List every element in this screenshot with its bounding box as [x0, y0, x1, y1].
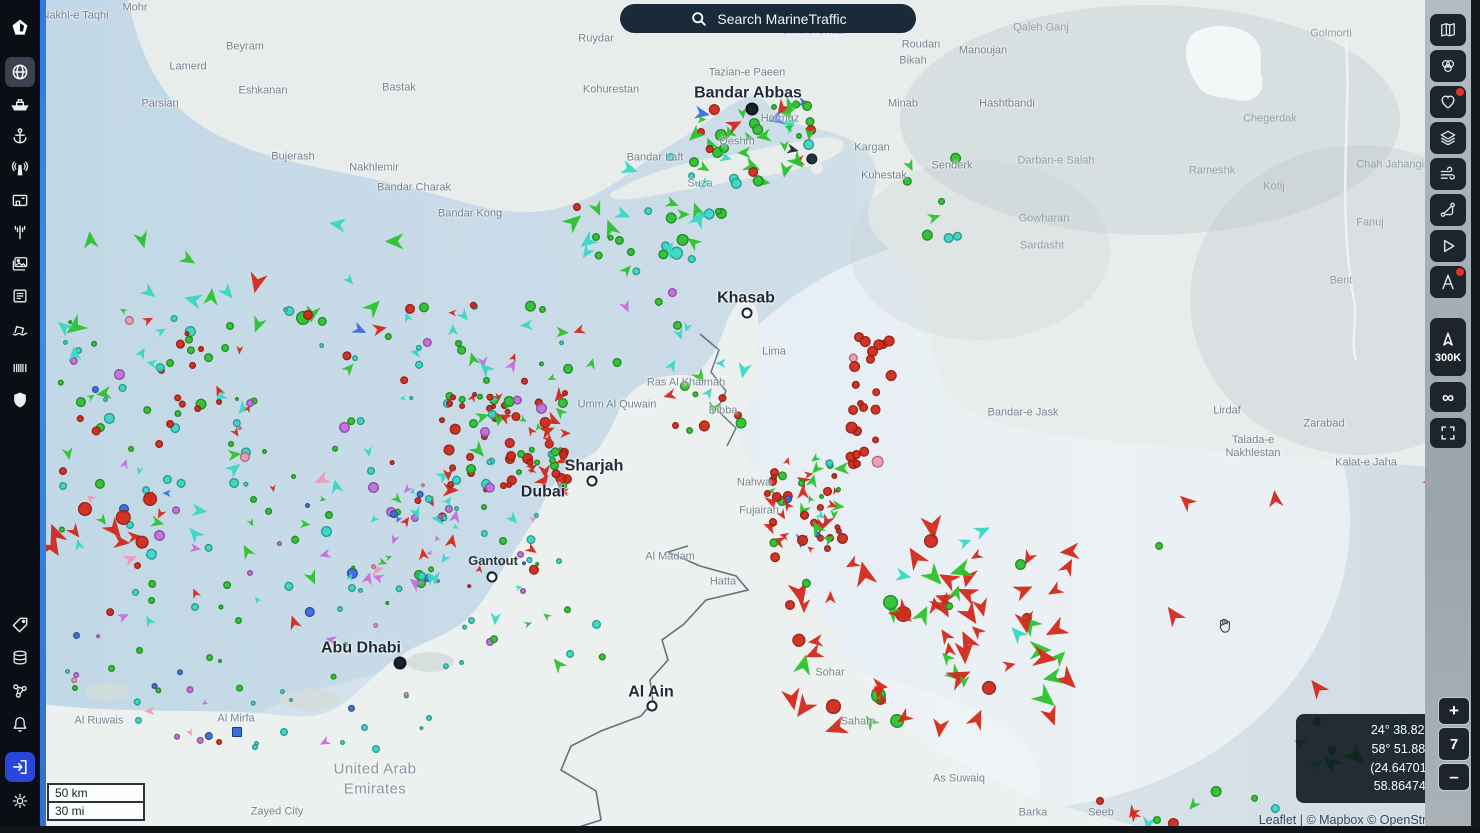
map-guide-button[interactable] — [1430, 14, 1466, 46]
sidebar-item-notifications-bell[interactable] — [9, 713, 31, 735]
infinite-tracks-button[interactable]: ∞ — [1430, 382, 1466, 412]
map-scale: 50 km 30 mi — [47, 783, 145, 821]
vessel-count-panel[interactable]: 300K — [1430, 318, 1466, 376]
sidebar-item-data-barcode[interactable] — [9, 357, 31, 379]
coastal-islet — [86, 683, 130, 701]
weather-wind-button[interactable] — [1430, 158, 1466, 190]
latitude: 24° 38.82 N — [1370, 723, 1437, 737]
search-bar[interactable]: Search MarineTraffic — [620, 4, 916, 33]
sidebar-item-ports-directory[interactable] — [9, 189, 31, 211]
terrain-shading — [900, 5, 1400, 235]
zoom-out-button[interactable]: – — [1438, 763, 1470, 791]
iran-land — [128, 0, 1480, 470]
sidebar-item-sharing-network[interactable] — [9, 680, 31, 702]
map-layers-button[interactable] — [1430, 122, 1466, 154]
left-sidebar — [0, 0, 40, 833]
playback-button[interactable] — [1430, 230, 1466, 262]
islet — [795, 143, 805, 153]
sidebar-item-protection-shield[interactable] — [9, 389, 31, 411]
notification-badge — [1456, 88, 1464, 96]
scale-km: 50 km — [47, 783, 145, 803]
sidebar-item-news[interactable] — [9, 285, 31, 307]
cloud — [1185, 25, 1263, 101]
sidebar-item-ais-antenna[interactable] — [9, 221, 31, 243]
terrain-shading — [850, 160, 1110, 340]
longitude: 58° 51.88 E — [1371, 741, 1437, 756]
vessel-count: 300K — [1434, 352, 1462, 364]
coastal-islet — [406, 652, 454, 672]
sidebar-item-live-map[interactable] — [5, 57, 35, 87]
fullscreen-button[interactable] — [1430, 418, 1466, 448]
sidebar-item-casualties[interactable] — [9, 319, 31, 341]
terrain-shading — [1190, 145, 1480, 455]
zoom-level-indicator: 7 — [1438, 727, 1470, 761]
sidebar-item-login[interactable] — [5, 752, 35, 782]
river — [1343, 39, 1358, 361]
map-filters-button[interactable] — [1430, 50, 1466, 82]
islet — [811, 162, 823, 174]
search-icon — [692, 11, 707, 26]
sidebar-item-settings-gear[interactable] — [9, 790, 31, 812]
voyage-planner-button[interactable] — [1430, 266, 1466, 298]
routes-button[interactable] — [1430, 194, 1466, 226]
zoom-in-button[interactable]: + — [1438, 697, 1470, 725]
vessel-arrow-icon — [1443, 332, 1453, 346]
cursor-coordinates-panel: 24° 38.82 N 58° 51.88 E (24.647017, 58.8… — [1296, 714, 1446, 803]
sidebar-item-vessels[interactable] — [9, 93, 31, 115]
sidebar-item-ports-anchor[interactable] — [9, 125, 31, 147]
fullscreen-icon — [1441, 426, 1455, 440]
screen-edge-strip — [40, 0, 46, 833]
notification-badge — [1456, 268, 1464, 276]
screen-bezel-right — [1471, 0, 1480, 833]
scale-mi: 30 mi — [47, 803, 145, 821]
search-placeholder: Search MarineTraffic — [717, 10, 847, 27]
hand-cursor — [1219, 618, 1230, 633]
map-attribution[interactable]: Leaflet | © Mapbox © OpenStreetMap — [1258, 813, 1468, 827]
sidebar-item-stations[interactable] — [9, 157, 31, 179]
decimal-coordinates: (24.647017, 58.864746) — [1370, 760, 1437, 794]
infinity-icon: ∞ — [1441, 387, 1455, 407]
sidebar-item-photos[interactable] — [9, 253, 31, 275]
qeshm-island — [609, 137, 844, 200]
sidebar-item-datasets[interactable] — [9, 647, 31, 669]
sidebar-item-tags[interactable] — [9, 614, 31, 636]
coastal-islet — [280, 689, 340, 711]
favorites-button[interactable] — [1430, 86, 1466, 118]
screen-bezel-bottom — [0, 826, 1480, 833]
marinetraffic-logo-icon[interactable] — [9, 17, 31, 39]
uae-oman-border — [559, 545, 750, 833]
